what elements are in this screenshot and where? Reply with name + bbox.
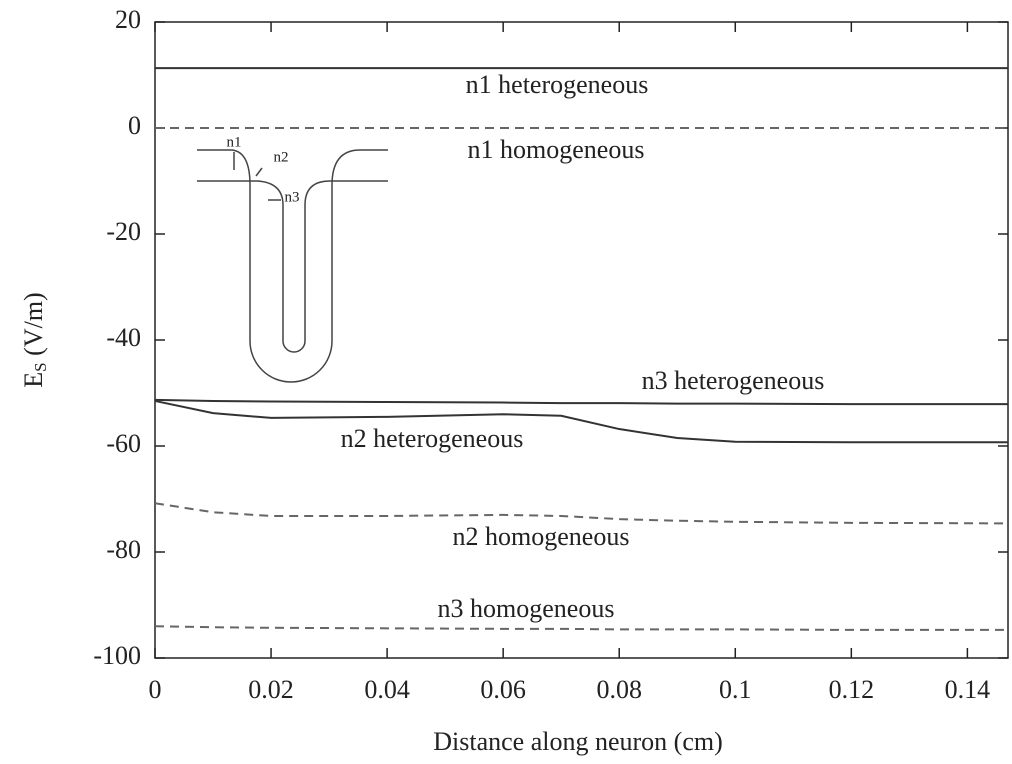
series-label: n2 heterogeneous xyxy=(341,424,524,453)
inset-inner xyxy=(197,180,388,353)
series-label: n1 homogeneous xyxy=(468,135,645,164)
series-label: n3 heterogeneous xyxy=(642,366,825,395)
x-tick-label: 0.02 xyxy=(248,675,294,704)
series-line xyxy=(154,502,1009,525)
inset-label: n2 xyxy=(274,149,289,165)
y-axis-title-main: E xyxy=(19,372,48,388)
series-label: n1 heterogeneous xyxy=(466,70,649,99)
x-tick-label: 0.08 xyxy=(596,675,642,704)
x-tick-label: 0.14 xyxy=(945,675,991,704)
x-tick-label: 0 xyxy=(149,675,162,704)
inset-diagram xyxy=(197,149,388,383)
series-line xyxy=(154,399,1008,444)
y-tick-label: -80 xyxy=(106,535,141,564)
inset-label: n3 xyxy=(285,189,300,205)
inset-label: n1 xyxy=(227,134,242,150)
y-tick-label: -100 xyxy=(93,641,141,670)
y-tick-label: -40 xyxy=(106,323,141,352)
series-line xyxy=(154,398,1008,406)
x-tick-label: 0.1 xyxy=(719,675,752,704)
y-tick-label: -60 xyxy=(106,429,141,458)
x-axis-title: Distance along neuron (cm) xyxy=(433,727,723,756)
series-label: n2 homogeneous xyxy=(453,522,630,551)
y-tick-label: -20 xyxy=(106,217,141,246)
x-tick-label: 0.06 xyxy=(480,675,526,704)
x-tick-label: 0.04 xyxy=(364,675,410,704)
y-axis-title-sub: S xyxy=(31,362,50,371)
y-tick-label: 0 xyxy=(128,111,141,140)
inset-arrows xyxy=(233,152,281,201)
x-tick-label: 0.12 xyxy=(829,675,875,704)
inset-outer xyxy=(197,149,388,383)
y-axis-title: ES (V/m) xyxy=(19,292,50,387)
y-tick-label: 20 xyxy=(115,5,141,34)
y-axis-title-unit: (V/m) xyxy=(19,292,48,362)
series-label: n3 homogeneous xyxy=(438,594,615,623)
series-line xyxy=(154,625,1008,631)
